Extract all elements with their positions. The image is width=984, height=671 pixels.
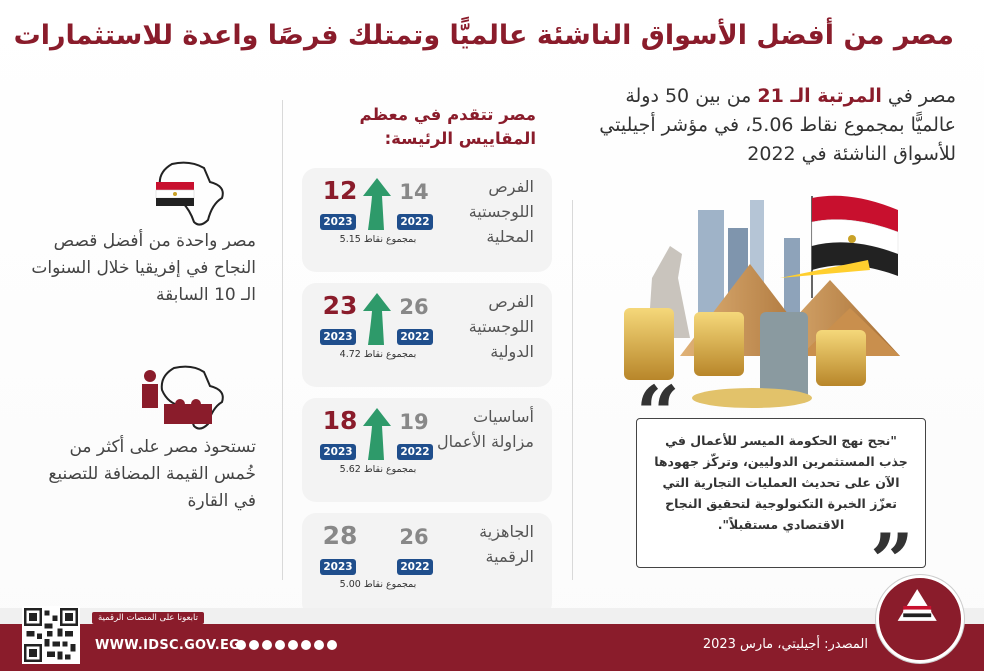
metric-points: بمجموع نقاط 5.15 (339, 234, 417, 245)
trend-up-arrow-icon (363, 408, 391, 460)
metric-card: الفرص اللوجستية الدولية 23 26 2023 2022 … (302, 283, 552, 387)
left-item-text: تستحوذ مصر على أكثر من خُمس القيمة المضا… (48, 437, 256, 511)
year-badge-2023: 2023 (320, 329, 356, 345)
egypt-flag-icon (811, 195, 899, 298)
metric-value-2022: 14 (399, 180, 429, 204)
facebook-icon[interactable] (236, 640, 246, 650)
linkedin-icon[interactable] (288, 640, 298, 650)
trend-up-arrow-icon (363, 178, 391, 230)
metric-label: الفرص اللوجستية الدولية (468, 292, 534, 361)
website-link[interactable]: WWW.IDSC.GOV.EG (95, 638, 241, 653)
metric-points: بمجموع نقاط 4.72 (339, 349, 417, 360)
economy-illustration (624, 195, 900, 408)
divider-right (572, 200, 573, 580)
ranking-prefix: مصر في (881, 85, 956, 107)
metric-value-2023: 28 (322, 521, 358, 550)
metric-value-2022: 19 (399, 410, 429, 434)
metrics-title: مصر تتقدم في معظم المقاييس الرئيسة: (359, 105, 536, 148)
metric-points: بمجموع نقاط 5.00 (339, 579, 417, 590)
metric-card: أساسيات مزاولة الأعمال 18 19 2023 2022 ب… (302, 398, 552, 502)
idsc-logo (876, 575, 964, 663)
metric-value-2023: 23 (322, 291, 358, 320)
year-badge-2022: 2022 (397, 329, 433, 345)
metric-value-2022: 26 (399, 295, 429, 319)
metric-value-2022: 26 (399, 525, 429, 549)
trend-up-arrow-icon (363, 293, 391, 345)
year-badge-2022: 2022 (397, 444, 433, 460)
divider-left (282, 100, 283, 580)
footer-strip (0, 608, 984, 624)
metric-label: الفرص اللوجستية المحلية (468, 177, 534, 246)
logo-emblem-icon (897, 589, 937, 621)
left-item-text: مصر واحدة من أفضل قصص النجاح في إفريقيا … (31, 231, 256, 305)
threads-icon[interactable] (327, 640, 337, 650)
social-icons (236, 640, 337, 650)
ranking-highlight: المرتبة الـ 21 (757, 85, 882, 107)
arrow-icon (780, 260, 870, 278)
page-title: مصر من أفضل الأسواق الناشئة عالميًّا وتم… (13, 20, 954, 51)
metric-card: الجاهزية الرقمية 28 26 2023 2022 بمجموع … (302, 513, 552, 617)
year-badge-2023: 2023 (320, 444, 356, 460)
telegram-icon[interactable] (314, 640, 324, 650)
source-text: المصدر: أجيليتي، مارس 2023 (702, 637, 868, 652)
africa-egypt-flag-icon (155, 161, 224, 226)
metric-value-2023: 12 (322, 176, 358, 205)
metric-label: الجاهزية الرقمية (479, 522, 534, 566)
coin-stack-icon (624, 308, 866, 408)
africa-manufacturing-icon (142, 365, 224, 430)
metric-value-2023: 18 (322, 406, 358, 435)
twitter-icon[interactable] (249, 640, 259, 650)
quote-box (636, 418, 926, 568)
tiktok-icon[interactable] (301, 640, 311, 650)
year-badge-2022: 2022 (397, 214, 433, 230)
ranking-suffix: من بين 50 دولة عالميًّا بمجموع نقاط 5.06… (599, 85, 956, 165)
year-badge-2023: 2023 (320, 214, 356, 230)
metric-card: الفرص اللوجستية المحلية 12 14 2023 2022 … (302, 168, 552, 272)
footer-bar: المصدر: أجيليتي، مارس 2023 WWW.IDSC.GOV.… (0, 624, 984, 671)
metric-label: أساسيات مزاولة الأعمال (437, 407, 534, 451)
youtube-icon[interactable] (262, 640, 272, 650)
qr-code-icon[interactable] (22, 606, 80, 664)
year-badge-2023: 2023 (320, 559, 356, 575)
follow-label: تابعونا على المنصات الرقمية (92, 612, 204, 624)
quote-text: "نجح نهج الحكومة الميسر للأعمال في جذب ا… (654, 433, 908, 532)
ranking-paragraph: مصر في المرتبة الـ 21 من بين 50 دولة عال… (596, 82, 956, 169)
metric-points: بمجموع نقاط 5.62 (339, 464, 417, 475)
year-badge-2022: 2022 (397, 559, 433, 575)
instagram-icon[interactable] (275, 640, 285, 650)
